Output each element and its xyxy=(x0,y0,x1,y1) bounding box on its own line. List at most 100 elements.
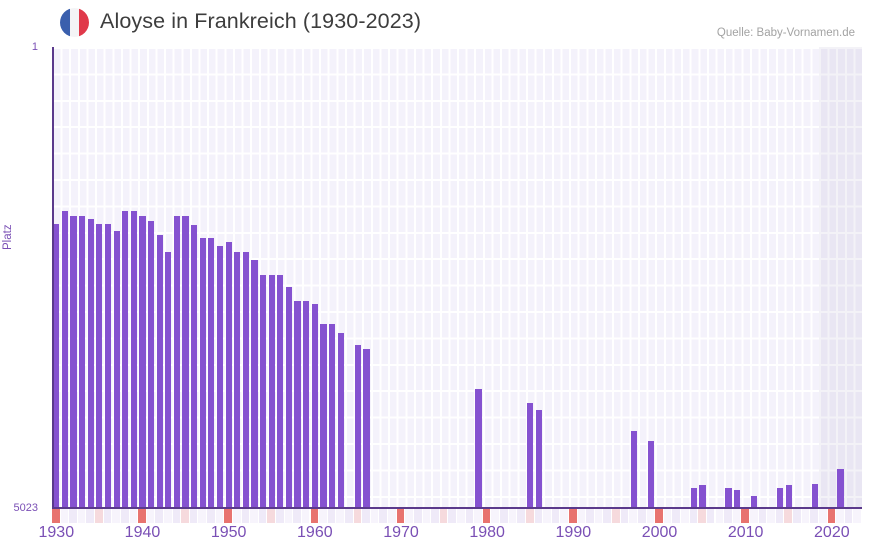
year-marker xyxy=(741,509,749,523)
year-marker xyxy=(594,509,603,523)
year-marker xyxy=(500,509,508,523)
year-marker xyxy=(336,509,344,523)
bar xyxy=(527,403,534,508)
bar xyxy=(260,274,267,508)
y-axis-title: Platz xyxy=(2,224,14,250)
year-marker xyxy=(224,509,232,523)
year-marker xyxy=(284,509,293,523)
year-marker xyxy=(663,509,672,523)
year-marker xyxy=(267,509,276,523)
year-marker xyxy=(241,509,250,523)
year-marker xyxy=(120,509,129,523)
year-marker xyxy=(612,509,620,523)
x-axis-tick-label: 1950 xyxy=(210,524,247,541)
bar xyxy=(96,224,103,508)
year-marker xyxy=(646,509,655,523)
bar xyxy=(733,490,741,508)
year-marker xyxy=(586,509,594,523)
year-marker xyxy=(793,509,801,523)
bar xyxy=(328,324,336,508)
year-marker xyxy=(370,509,379,523)
year-marker xyxy=(758,509,767,523)
bar xyxy=(87,218,94,508)
plot-area xyxy=(52,47,862,508)
year-marker xyxy=(620,509,629,523)
bar xyxy=(320,324,327,508)
bar xyxy=(122,211,129,508)
bar xyxy=(208,237,215,508)
year-marker xyxy=(569,509,577,523)
year-marker xyxy=(250,509,258,523)
year-marker xyxy=(198,509,207,523)
bar xyxy=(303,301,310,508)
year-marker xyxy=(164,509,172,523)
year-marker xyxy=(353,509,362,523)
year-marker xyxy=(465,509,474,523)
y-axis-bottom-tick-label: 5023 xyxy=(13,502,38,514)
bar xyxy=(53,224,60,508)
year-marker xyxy=(655,509,663,523)
bar xyxy=(785,484,792,508)
y-axis-top-tick-label: 1 xyxy=(31,41,38,53)
year-marker xyxy=(207,509,215,523)
year-marker xyxy=(775,509,784,523)
bar xyxy=(535,410,542,508)
bar xyxy=(70,215,77,508)
year-marker-strip xyxy=(52,509,862,523)
bar xyxy=(173,215,181,508)
year-marker xyxy=(181,509,189,523)
year-marker xyxy=(293,509,301,523)
page-title: Aloyse in Frankreich (1930-2023) xyxy=(100,9,422,33)
bar xyxy=(61,211,68,508)
year-marker xyxy=(629,509,637,523)
year-marker xyxy=(474,509,482,523)
year-marker xyxy=(844,509,853,523)
bar xyxy=(113,231,120,508)
year-marker xyxy=(767,509,775,523)
year-marker xyxy=(681,509,689,523)
x-axis-tick-label: 1990 xyxy=(555,524,592,541)
bar xyxy=(363,348,370,508)
year-marker xyxy=(448,509,456,523)
year-marker xyxy=(129,509,138,523)
year-marker xyxy=(232,509,241,523)
bar xyxy=(690,487,698,508)
bar xyxy=(311,303,318,508)
x-axis-tick-label: 1940 xyxy=(124,524,161,541)
bar xyxy=(699,484,706,508)
x-axis-tick-labels: 1930 1940 1950 1960 1970 1980 1990 2000 2010 2020 xyxy=(0,524,873,548)
year-marker xyxy=(344,509,353,523)
year-marker xyxy=(301,509,310,523)
year-marker xyxy=(95,509,103,523)
year-marker xyxy=(215,509,224,523)
year-marker xyxy=(715,509,724,523)
year-marker xyxy=(258,509,267,523)
year-marker xyxy=(637,509,646,523)
x-axis-tick-label: 2020 xyxy=(814,524,850,541)
bar xyxy=(182,215,189,508)
bar xyxy=(104,224,112,508)
year-marker xyxy=(60,509,69,523)
bar xyxy=(354,345,361,508)
year-marker xyxy=(388,509,396,523)
year-marker xyxy=(405,509,413,523)
x-axis-line xyxy=(52,507,862,509)
year-marker xyxy=(155,509,163,523)
year-marker xyxy=(396,509,405,523)
year-marker xyxy=(749,509,758,523)
bar xyxy=(777,487,784,508)
year-marker xyxy=(319,509,327,523)
year-marker xyxy=(362,509,370,523)
bar xyxy=(191,225,198,508)
year-marker xyxy=(103,509,112,523)
year-marker xyxy=(534,509,543,523)
year-marker xyxy=(689,509,698,523)
x-axis-tick-label: 1930 xyxy=(38,524,75,541)
year-marker xyxy=(327,509,336,523)
bar xyxy=(147,221,155,508)
year-marker xyxy=(439,509,448,523)
y-axis-line xyxy=(52,47,54,508)
year-marker xyxy=(413,509,422,523)
year-marker xyxy=(577,509,586,523)
